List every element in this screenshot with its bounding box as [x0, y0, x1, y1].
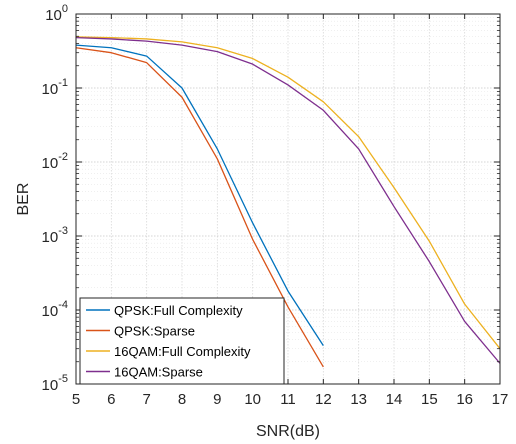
x-tick-label: 14: [386, 391, 403, 408]
legend-label-1: QPSK:Full Complexity: [114, 303, 243, 318]
x-tick-labels: 5 6 7 8 9 10 11 12 13 14 15 16 17: [72, 391, 509, 408]
x-tick-label: 8: [178, 391, 186, 408]
y-tick-label: 10-3: [42, 225, 68, 246]
y-tick-label: 10-4: [42, 299, 68, 320]
y-tick-label: 10-5: [42, 373, 68, 394]
x-tick-label: 15: [421, 391, 438, 408]
x-tick-label: 17: [492, 391, 509, 408]
x-tick-label: 13: [350, 391, 367, 408]
series-layer: [75, 36, 501, 368]
series-line-2: [75, 47, 324, 368]
x-tick-label: 11: [280, 391, 296, 408]
legend-label-3: 16QAM:Full Complexity: [114, 344, 251, 359]
y-tick-label: 10-1: [42, 77, 68, 98]
legend-label-4: 16QAM:Sparse: [114, 365, 203, 380]
series-line-3: [75, 36, 501, 350]
x-tick-label: 16: [456, 391, 473, 408]
y-tick-labels: 100 10-1 10-2 10-3 10-4 10-5: [42, 3, 68, 394]
legend-box: [79, 297, 285, 385]
x-tick-label: 7: [142, 391, 150, 408]
legend: QPSK:Full Complexity QPSK:Sparse 16QAM:Ful…: [79, 297, 285, 385]
legend-label-2: QPSK:Sparse: [114, 324, 195, 339]
series-line-4: [75, 36, 501, 364]
series-line-1: [75, 44, 324, 346]
x-tick-label: 12: [315, 391, 332, 408]
x-tick-label: 5: [72, 391, 80, 408]
x-tick-label: 9: [213, 391, 221, 408]
y-tick-label: 100: [45, 3, 68, 24]
x-tick-label: 10: [244, 391, 261, 408]
y-axis-label: BER: [15, 183, 32, 216]
y-tick-label: 10-2: [42, 151, 68, 172]
x-tick-label: 6: [107, 391, 115, 408]
x-axis-label: SNR(dB): [256, 423, 320, 440]
